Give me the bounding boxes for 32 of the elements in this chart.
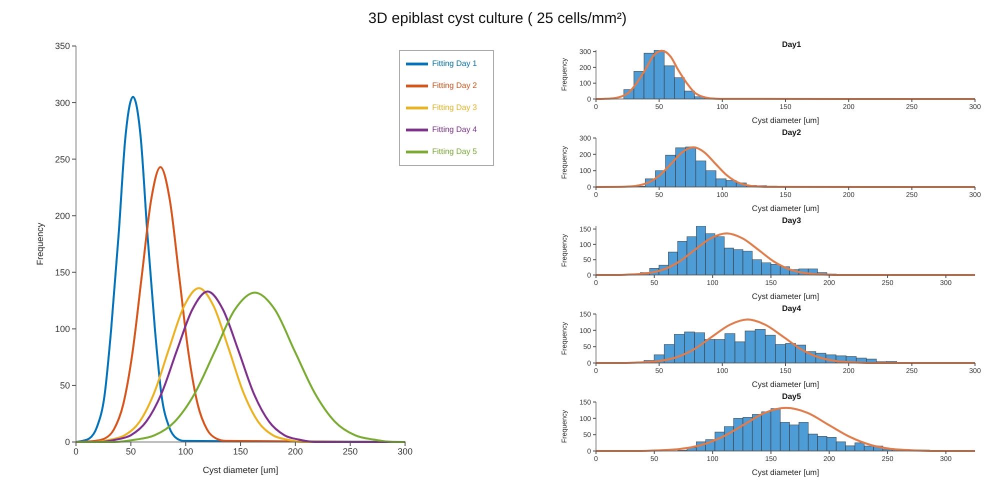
y-tick-label: 250 (54, 154, 70, 164)
chart-title: Day2 (780, 128, 802, 137)
x-axis-title: Cyst diameter [um] (752, 468, 820, 477)
x-axis-title: Cyst diameter [um] (752, 116, 820, 125)
chart-title: Day4 (780, 304, 802, 313)
text: 3D epiblast cyst culture ( 25 cells/mm²) (367, 10, 628, 27)
legend-label: Fitting Day 5 (432, 147, 477, 156)
chart-title: Day5 (780, 392, 802, 401)
y-tick-label: 350 (54, 41, 70, 52)
legend-label: Fitting Day 3 (432, 103, 477, 112)
y-tick-label: 150 (54, 267, 70, 278)
y-tick-label: 0 (64, 437, 70, 448)
x-axis-title: Cyst diameter [um] (752, 292, 820, 301)
y-tick-label: 200 (54, 210, 70, 221)
y-tick-label: 50 (60, 380, 70, 391)
x-tick-label: 50 (126, 446, 136, 456)
x-tick-label: 250 (342, 446, 358, 456)
x-tick-label: 300 (398, 446, 413, 456)
x-tick-label: 200 (288, 446, 303, 456)
legend-label: Fitting Day 1 (432, 59, 477, 68)
chart-title: Day1 (780, 40, 802, 49)
x-tick-label: 0 (73, 446, 79, 456)
x-axis-title: Cyst diameter [um] (752, 380, 820, 389)
y-axis-title: Frequency (35, 222, 46, 266)
legend-label: Fitting Day 2 (432, 81, 477, 90)
legend-label: Fitting Day 4 (432, 125, 477, 134)
chart-title: Day3 (780, 216, 802, 225)
x-tick-label: 150 (233, 446, 248, 456)
x-axis-title: Cyst diameter [um] (752, 204, 820, 213)
x-tick-label: 100 (178, 446, 194, 456)
x-axis-title: Cyst diameter [um] (202, 465, 278, 475)
y-tick-label: 100 (54, 324, 70, 334)
